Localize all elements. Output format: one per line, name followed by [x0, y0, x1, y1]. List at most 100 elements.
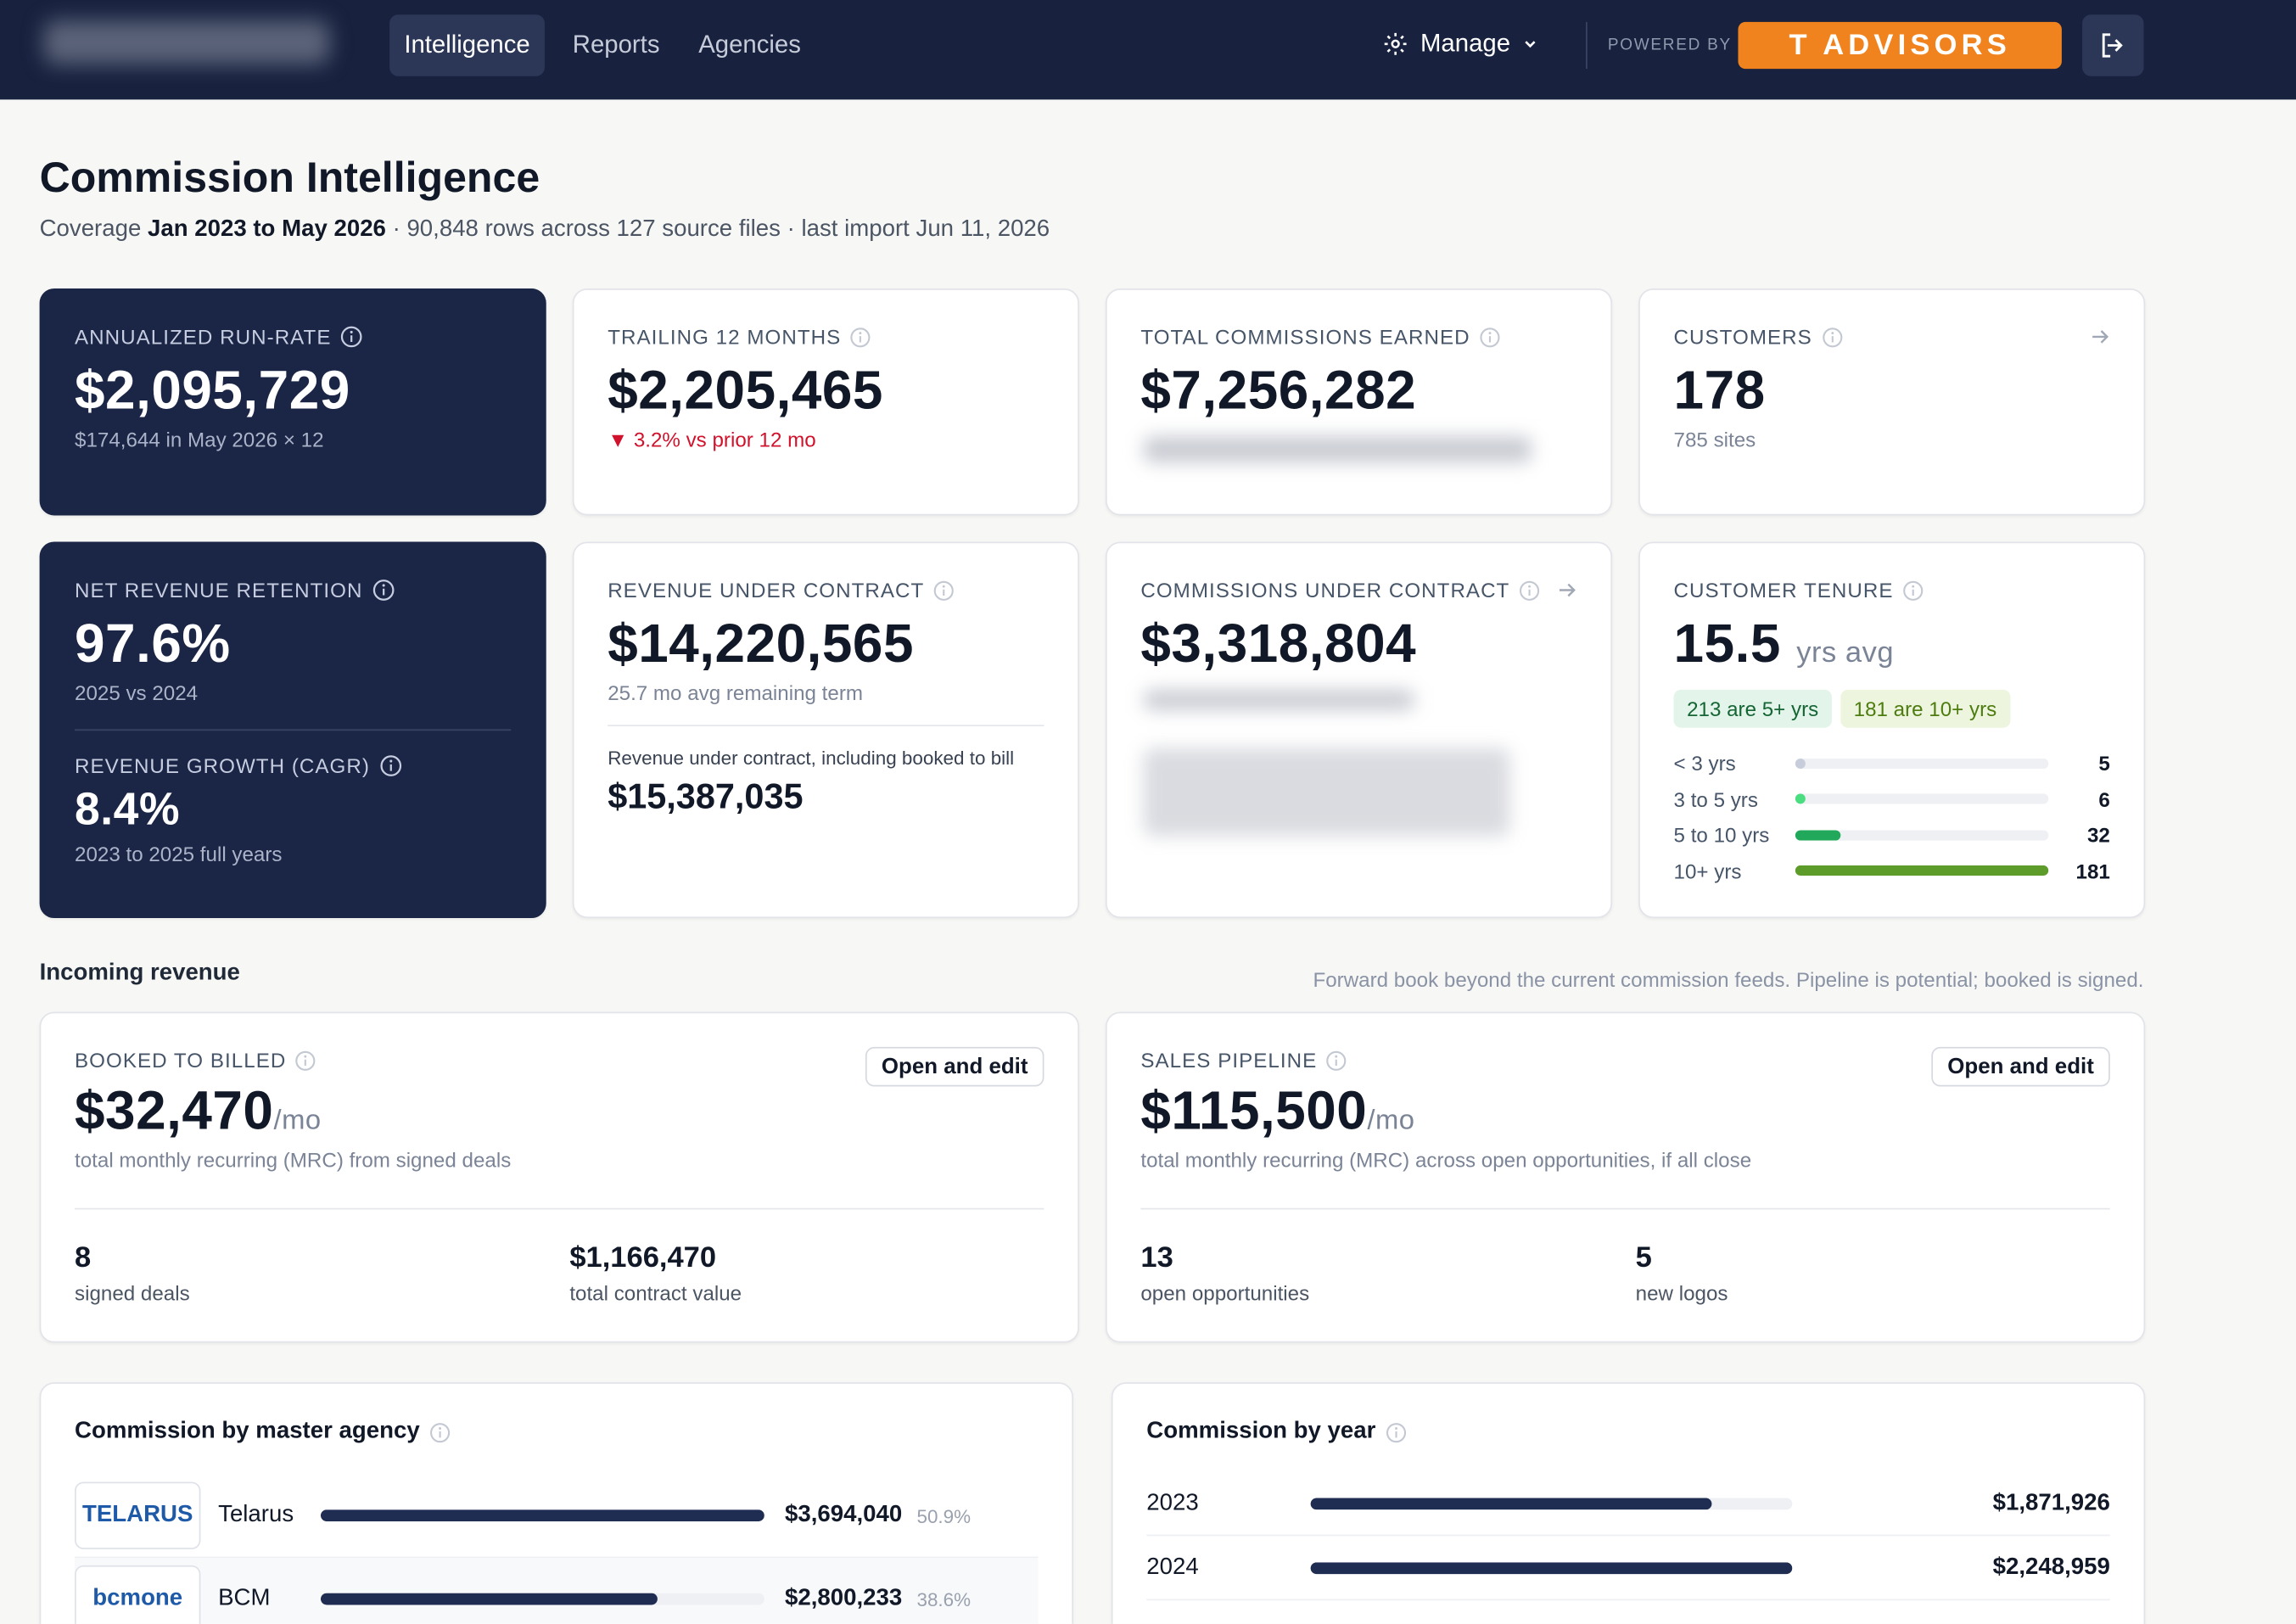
subtitle: Coverage Jan 2023 to May 2026 · 90,848 r…: [40, 216, 1050, 243]
stat: 13 open opportunities: [1140, 1241, 1309, 1304]
agency-amount: $3,694,040: [785, 1502, 903, 1527]
sub-label: Revenue under contract, including booked…: [608, 747, 1015, 770]
kpi-label: COMMISSIONS UNDER CONTRACT: [1140, 578, 1510, 602]
kpi-card: REVENUE UNDER CONTRACT $14,220,565 25.7 …: [572, 541, 1079, 919]
year: 2024: [1146, 1554, 1199, 1580]
tenure-card: CUSTOMER TENURE 15.5 yrs avg 213 are 5+ …: [1638, 541, 2146, 919]
kpi-value: $2,095,729: [75, 360, 350, 421]
badge: 213 are 5+ yrs: [1673, 689, 1832, 728]
card-label: BOOKED TO BILLED: [75, 1048, 287, 1072]
tab[interactable]: Agencies: [698, 31, 801, 59]
tenure-count: 5: [2098, 751, 2110, 776]
agency-name: Telarus: [218, 1502, 294, 1527]
kpi-value: 15.5 yrs avg: [1674, 613, 2110, 675]
tenure-range: 10+ yrs: [1673, 859, 1742, 883]
tenure-row: 3 to 5 yrs 6: [1674, 781, 2110, 817]
agency-share: 50.9%: [916, 1504, 972, 1527]
tenure-row: < 3 yrs 5: [1674, 745, 2110, 781]
stat-value: 5: [1635, 1241, 1652, 1274]
card-label-row: BOOKED TO BILLED: [75, 1049, 1044, 1072]
kpi-card[interactable]: COMMISSIONS UNDER CONTRACT $3,318,804: [1105, 541, 1613, 919]
stat-value: $1,166,470: [569, 1241, 717, 1274]
kpi-value: 8.4%: [75, 783, 181, 835]
bar-track: [1795, 758, 2049, 769]
description: total monthly recurring (MRC) across ope…: [1140, 1148, 1752, 1172]
value: $32,470: [75, 1080, 274, 1141]
kpi-label: ANNUALIZED RUN-RATE: [75, 325, 332, 349]
bar: [320, 1593, 658, 1605]
brand-badge: T ADVISORS: [1738, 21, 2062, 70]
incoming-value: $32,470/mo: [75, 1081, 1044, 1142]
bar: [1795, 758, 1806, 769]
bar: [1310, 1497, 1712, 1509]
manage-label: Manage: [1420, 29, 1511, 58]
kpi-value: $2,205,465: [608, 360, 883, 421]
value: $115,500: [1140, 1080, 1368, 1141]
tenure-count: 32: [2086, 823, 2110, 847]
bar-track: [1795, 865, 2049, 876]
open-edit-button[interactable]: Open and edit: [1931, 1046, 2110, 1087]
kpi-note: $174,644 in May 2026 × 12: [75, 427, 324, 451]
tenure-range: 3 to 5 yrs: [1673, 787, 1758, 811]
redacted: [1143, 436, 1532, 463]
stat: $1,166,470 total contract value: [569, 1241, 742, 1304]
stat-value: 13: [1140, 1241, 1173, 1274]
divider: [75, 1207, 1044, 1210]
kpi-label: CUSTOMERS: [1673, 325, 1812, 349]
tenure-count: 6: [2098, 787, 2110, 811]
bar-track: [320, 1593, 764, 1605]
powered-by: POWERED BY: [1607, 36, 1732, 54]
kpi-label: NET REVENUE RETENTION: [75, 578, 363, 602]
stat-label: signed deals: [75, 1281, 190, 1305]
manage-menu[interactable]: Manage: [1382, 30, 1539, 59]
kpi-card[interactable]: CUSTOMERS 178 785 sites: [1638, 288, 2146, 516]
kpi-label: CUSTOMER TENURE: [1673, 578, 1894, 602]
tenure-row: 10+ yrs 181: [1674, 853, 2110, 888]
tab[interactable]: Reports: [572, 31, 660, 59]
section-note: Forward book beyond the current commissi…: [1313, 967, 2144, 992]
unit: /mo: [273, 1105, 322, 1137]
agency-row: TELARUS Telarus $3,694,040 50.9%: [75, 1475, 1039, 1559]
agency-amount: $2,800,233: [785, 1586, 903, 1611]
bar: [1310, 1561, 1793, 1574]
tenure-count: 181: [2075, 859, 2110, 883]
kpi-label: TRAILING 12 MONTHS: [608, 325, 842, 349]
stat-label: new logos: [1635, 1281, 1728, 1305]
year-amount: $1,871,926: [1992, 1489, 2110, 1515]
top-nav: Intelligence Reports Agencies Manage POW…: [0, 0, 2296, 100]
unit: /mo: [1367, 1105, 1415, 1137]
card-label: SALES PIPELINE: [1140, 1048, 1318, 1072]
agency-card: Commission by master agency TELARUS Telar…: [39, 1382, 1073, 1624]
kpi-note: 2023 to 2025 full years: [75, 842, 283, 865]
redacted: [1143, 748, 1510, 837]
kpi-card: NET REVENUE RETENTION 97.6% 2025 vs 2024…: [39, 541, 546, 919]
tab[interactable]: Intelligence: [389, 14, 546, 76]
stat-label: open opportunities: [1140, 1281, 1310, 1305]
incoming-card: SALES PIPELINE Open and edit $115,500/mo to…: [1105, 1011, 2146, 1343]
coverage-details: · 90,848 rows across 127 source files · …: [392, 216, 1050, 242]
redacted: [1143, 689, 1415, 710]
logout-button[interactable]: [2082, 14, 2144, 76]
page-title: Commission Intelligence: [39, 154, 540, 203]
bar: [1795, 830, 1840, 841]
bar-track: [1795, 830, 2049, 841]
incoming-value: $115,500/mo: [1140, 1081, 2109, 1142]
coverage-range: Jan 2023 to May 2026: [148, 216, 386, 242]
stat: 5 new logos: [1636, 1241, 1728, 1304]
tenure-unit: yrs avg: [1796, 636, 1895, 669]
tenure-value: 15.5: [1673, 613, 1781, 674]
agency-logo: TELARUS: [75, 1481, 201, 1549]
year: 2023: [1146, 1489, 1199, 1515]
year-amount: $2,248,959: [1992, 1554, 2110, 1580]
stat: 8 signed deals: [75, 1241, 190, 1304]
divider: [1140, 1207, 2110, 1210]
badge: 181 are 10+ yrs: [1840, 689, 2010, 728]
kpi-value: $7,256,282: [1140, 360, 1417, 421]
coverage-label: Coverage: [39, 216, 142, 242]
tenure-range: 5 to 10 yrs: [1673, 823, 1770, 847]
logo: [43, 20, 330, 64]
incoming-card: BOOKED TO BILLED Open and edit $32,470/mo t…: [39, 1011, 1079, 1343]
year-card: Commission by year 2023 $1,871,926 2024 $2,…: [1111, 1382, 2146, 1624]
card-title: Commission by year: [1146, 1419, 1376, 1444]
open-edit-button[interactable]: Open and edit: [865, 1046, 1044, 1087]
